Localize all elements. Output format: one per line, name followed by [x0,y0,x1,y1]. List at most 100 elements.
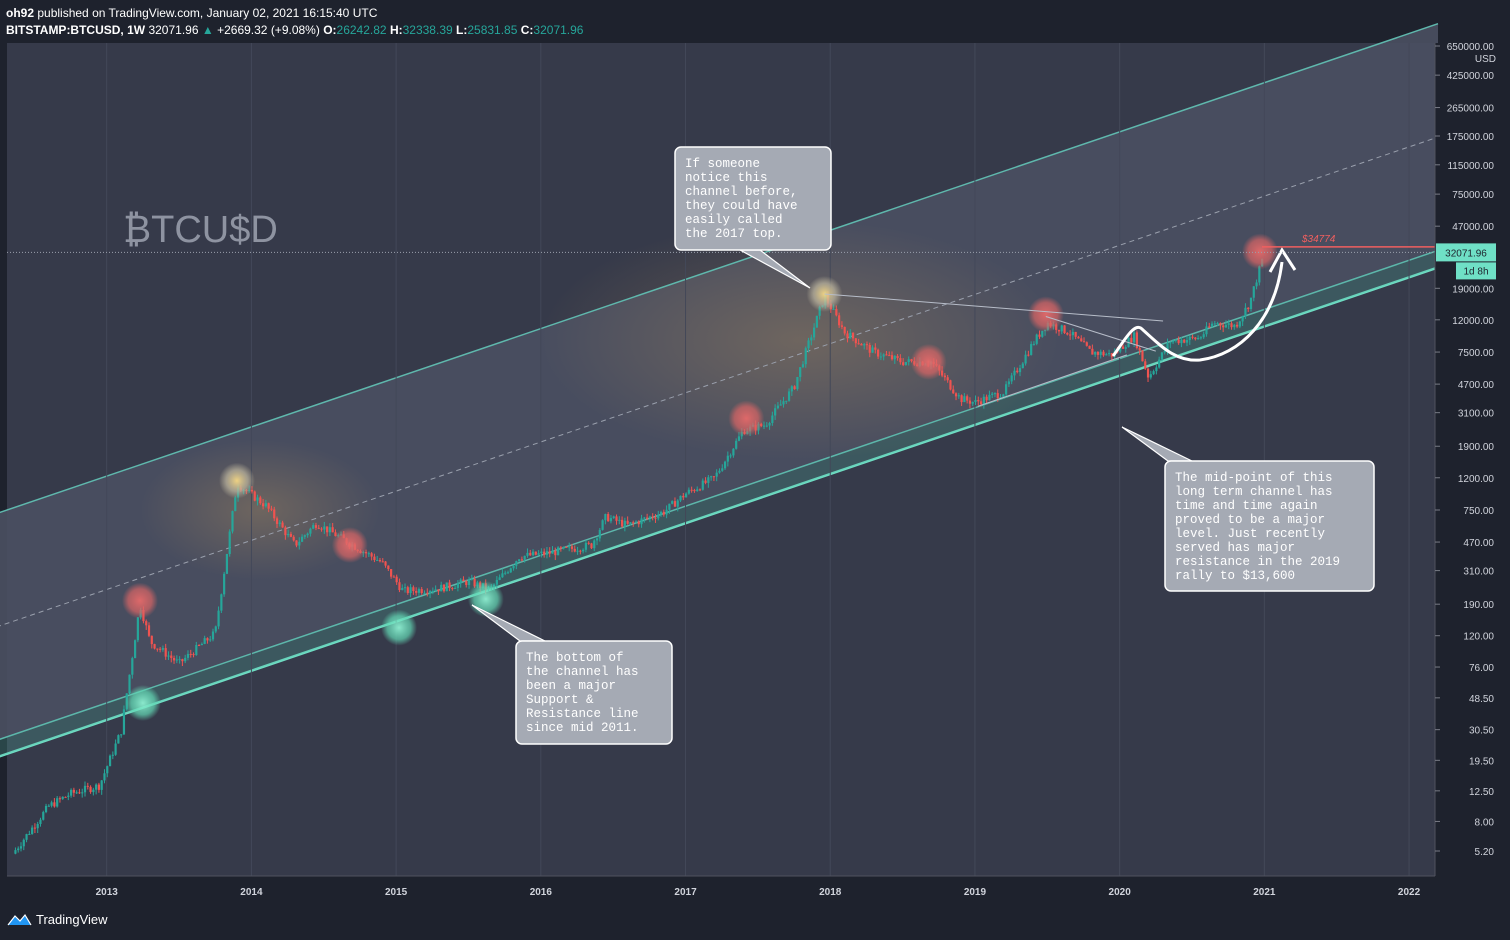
candle-body [150,635,153,645]
candle [1255,279,1258,290]
callout-top-line: channel before, [685,185,798,199]
candle-body [378,559,382,562]
candle-body [442,584,446,592]
candle-body [412,587,415,591]
candle-body [648,516,652,519]
candle [1088,345,1091,349]
candle [651,513,654,521]
candle-body [398,582,401,591]
marker-2018-mid [910,343,947,380]
candle [723,460,727,470]
candle-body [100,780,103,790]
up-arrow-icon: ▲ [201,23,214,37]
candle-body [189,653,192,655]
candle [228,529,231,557]
candle-body [556,547,560,556]
candle-body [776,405,780,409]
candle [462,576,465,582]
candle-body [799,367,802,378]
candle-body [668,503,671,510]
candle-body [543,551,546,555]
candle-body [292,536,295,541]
candle-body [259,497,262,504]
candle-body [431,590,434,592]
candle [988,390,991,401]
candle-body [454,587,457,589]
candle [554,547,557,561]
candle-body [106,766,109,774]
candle [729,453,732,459]
currency-label: USD [1475,54,1496,65]
symbol-info: BITSTAMP:BTCUSD, 1W 32071.96 ▲ +2669.32 … [6,23,583,37]
candle [309,527,312,537]
candle-body [147,625,151,636]
candle-body [1177,339,1180,344]
candle-body [253,491,256,501]
candle [1213,320,1216,326]
candle-body [387,565,390,570]
candle [373,553,376,563]
candle-body [1035,334,1038,344]
candle [1219,322,1222,330]
candle [726,451,729,467]
publisher-name[interactable]: oh92 [6,6,35,20]
candle [403,583,407,593]
candle [1197,335,1200,340]
candle-body [86,785,89,787]
candle [843,326,846,336]
candle-body [217,610,220,627]
candle [531,549,535,557]
price-axis-bg [1435,43,1510,876]
symbol-name[interactable]: BITSTAMP:BTCUSD, 1W [6,23,146,37]
candle [136,616,139,643]
candle [331,522,334,533]
candle-body [540,551,543,554]
candle-body [1124,347,1127,349]
candle [295,540,298,548]
candle [579,549,582,555]
candle [840,321,844,330]
candle [50,800,53,808]
candle-body [587,542,590,544]
x-tick-label: 2021 [1253,887,1276,898]
candle-body [851,332,855,339]
tradingview-footer[interactable]: TradingView [6,912,108,927]
candle [1135,330,1139,350]
candle [506,570,510,574]
time-axis-bg [0,876,1510,906]
candle [1057,329,1061,336]
candle [665,505,668,519]
candle-body [843,326,846,334]
candle-body [1002,394,1005,397]
marker-2013-top [121,582,158,619]
candle [223,571,226,597]
candle [117,734,120,744]
candle-body [1013,370,1016,376]
candle-body [971,401,974,404]
candle-body [559,547,562,549]
candle [812,323,816,341]
candle-body [623,520,626,527]
y-tick-label: 650000.00 [1447,42,1495,53]
x-tick-label: 2015 [385,887,408,898]
candle [679,495,682,503]
candle-body [554,550,557,556]
candle-body [1121,346,1125,349]
candle-body [1252,286,1255,298]
candle-body [801,364,805,368]
candle-body [403,587,407,589]
candle-body [390,569,393,577]
candle-body [42,812,45,820]
candle-body [704,480,707,483]
candle-body [1258,266,1261,283]
y-tick-label: 310.00 [1463,567,1494,578]
candle-body [175,659,178,661]
candle-body [1219,323,1222,326]
candle [732,448,735,458]
candle [459,578,462,588]
candle-body [762,425,766,427]
candle [1032,341,1036,346]
candle-body [250,489,254,492]
